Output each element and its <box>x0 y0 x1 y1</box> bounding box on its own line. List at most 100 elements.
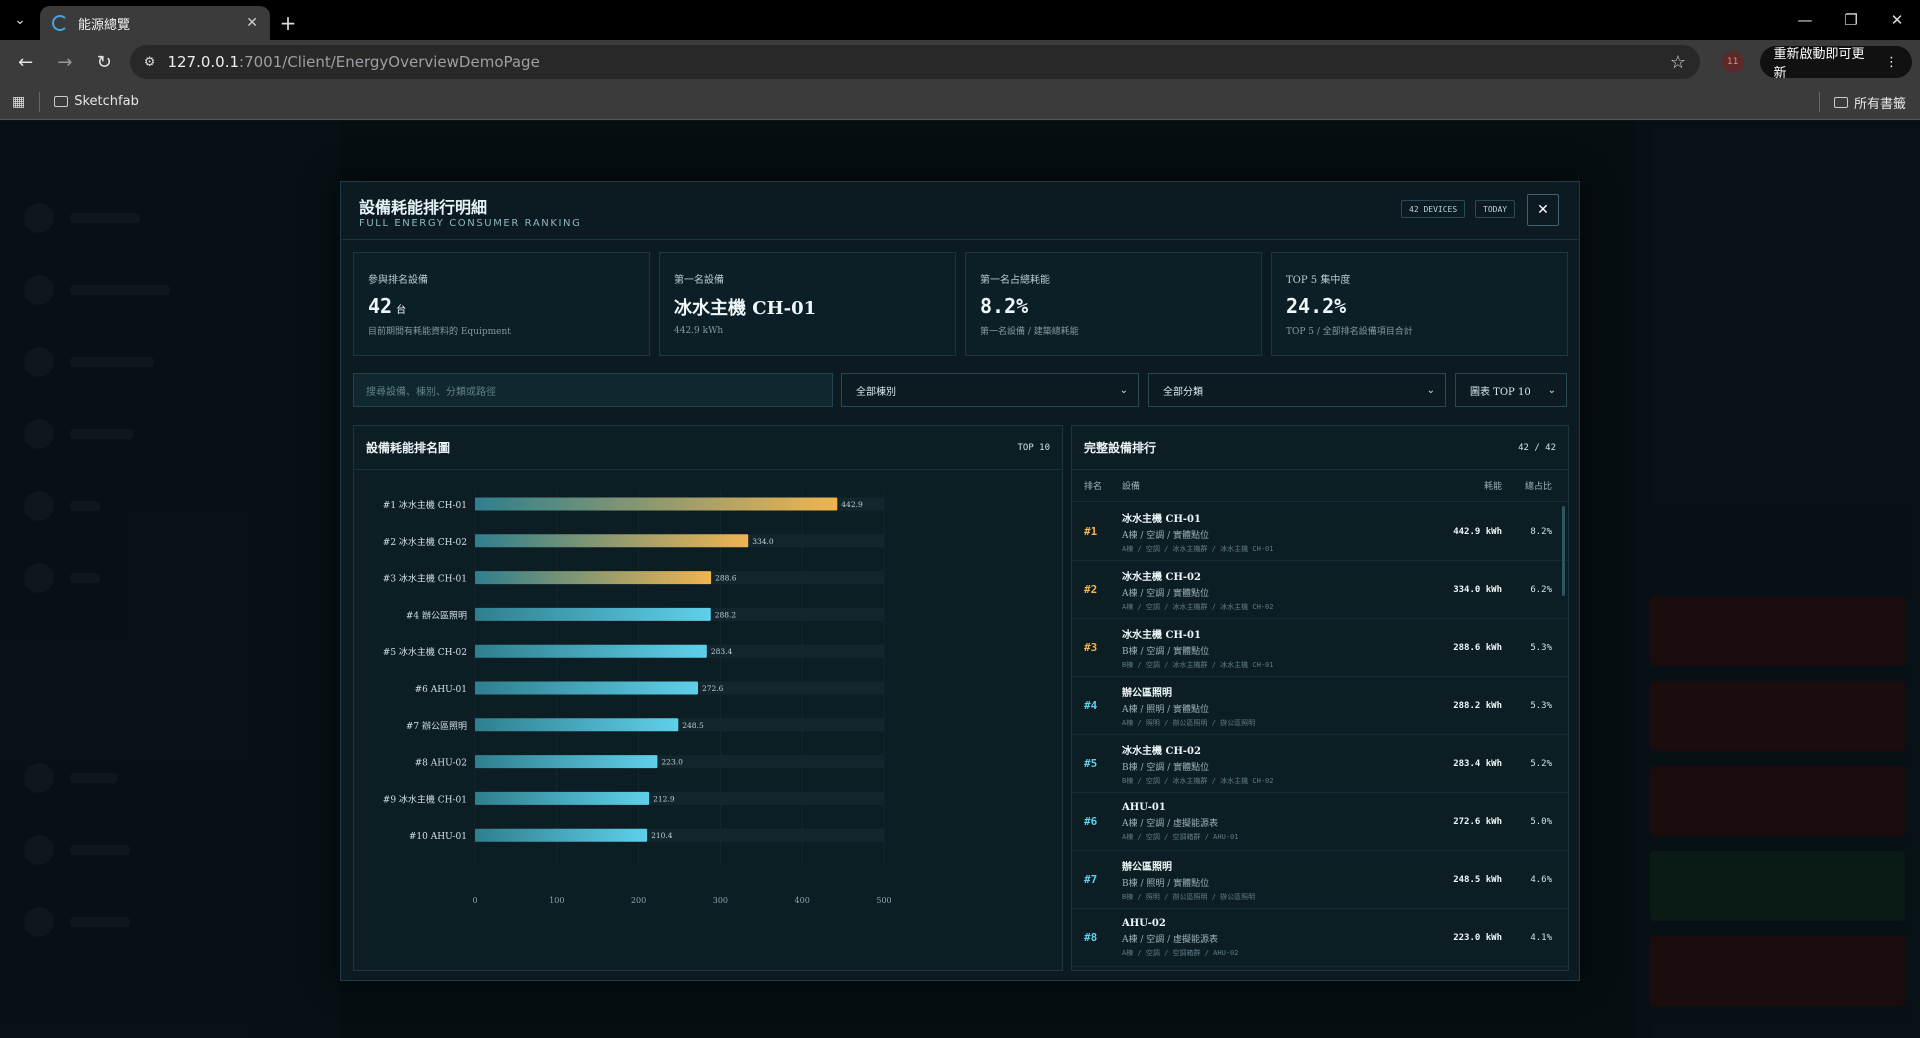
table-row[interactable]: #5 冰水主機 CH-02 B棟 / 空調 / 實體點位 B棟 / 空調 / 冰水主機… <box>1072 735 1568 793</box>
col-rank[interactable]: 排名 <box>1084 482 1103 492</box>
bar[interactable] <box>475 791 650 805</box>
category-select[interactable]: 全部分類 ⌄ <box>1148 373 1446 407</box>
chevron-down-icon: ⌄ <box>1426 384 1435 396</box>
stat-card-device-count: 參與排名設備 42 台 目前期間有耗能資料的 Equipment <box>353 252 650 356</box>
apps-grid-icon[interactable]: ▦ <box>12 93 26 110</box>
ranking-chart-panel: 設備耗能排名圖 TOP 10 0 100 200 300 400 500 #1 冰水主機 C… <box>353 425 1063 971</box>
reload-icon[interactable]: ↻ <box>96 51 112 73</box>
x-tick-label: 400 <box>795 896 810 905</box>
modal-close-button[interactable]: ✕ <box>1527 194 1559 226</box>
bar[interactable] <box>475 607 711 621</box>
bar[interactable] <box>475 497 838 511</box>
row-rank: #2 <box>1084 583 1098 596</box>
device-location: B棟 / 空調 / 實體點位 <box>1122 762 1210 773</box>
update-label: 重新啟動即可更新 <box>1773 47 1865 81</box>
site-info-icon[interactable]: ⚙ <box>143 54 156 70</box>
device-name: 冰水主機 CH-01 <box>1122 629 1201 641</box>
forward-arrow-icon[interactable]: → <box>57 51 73 73</box>
tab-list-chevron-icon[interactable]: ⌄ <box>14 12 26 28</box>
minimize-icon[interactable]: — <box>1797 11 1813 29</box>
row-share: 5.0% <box>1530 816 1552 827</box>
bar[interactable] <box>475 828 648 842</box>
dimmed-nav-item <box>24 273 304 307</box>
back-arrow-icon[interactable]: ← <box>18 51 34 73</box>
chart-top-select-value: 圖表 TOP 10 <box>1470 386 1531 398</box>
row-device: 冰水主機 CH-01 A棟 / 空調 / 實體點位 A棟 / 空調 / 冰水主機群 … <box>1122 510 1412 554</box>
row-share: 4.6% <box>1530 874 1552 885</box>
period-badge: TODAY <box>1475 200 1516 218</box>
table-panel-title: 完整設備排行 <box>1084 441 1157 455</box>
table-row[interactable]: #6 AHU-01 A棟 / 空調 / 虛擬能源表 A棟 / 空調 / 空調箱群 / … <box>1072 793 1568 851</box>
bar-category-label: #2 冰水主機 CH-02 <box>383 536 467 548</box>
bar[interactable] <box>475 534 749 548</box>
device-location: A棟 / 空調 / 虛擬能源表 <box>1122 934 1219 945</box>
row-energy: 223.0 kWh <box>1453 932 1502 943</box>
bookmark-label: Sketchfab <box>74 94 139 109</box>
table-row[interactable]: #3 冰水主機 CH-01 B棟 / 空調 / 實體點位 B棟 / 空調 / 冰水主機… <box>1072 619 1568 677</box>
x-tick-label: 500 <box>876 896 891 905</box>
row-share: 5.2% <box>1530 758 1552 769</box>
stat-note: 第一名設備 / 建築總耗能 <box>980 327 1079 337</box>
close-window-icon[interactable]: ✕ <box>1890 11 1904 29</box>
col-energy[interactable]: 耗能 <box>1483 482 1502 492</box>
row-rank: #4 <box>1084 699 1098 712</box>
modal-header: 設備耗能排行明細 FULL ENERGY CONSUMER RANKING 42… <box>341 182 1579 240</box>
dimmed-nav-item <box>24 417 304 451</box>
folder-icon <box>1833 96 1848 108</box>
row-energy: 288.2 kWh <box>1453 700 1502 711</box>
modal-subtitle: FULL ENERGY CONSUMER RANKING <box>359 218 582 229</box>
col-share[interactable]: 總占比 <box>1524 482 1552 492</box>
bookmark-sketchfab[interactable]: Sketchfab <box>54 94 139 109</box>
bar[interactable] <box>475 755 658 769</box>
stat-value: 8.2% <box>980 294 1029 318</box>
category-select-value: 全部分類 <box>1163 386 1203 398</box>
x-tick-label: 200 <box>631 896 646 905</box>
row-share: 5.3% <box>1530 642 1552 653</box>
new-tab-plus-icon[interactable]: + <box>279 11 297 35</box>
dimmed-alert-card <box>1650 596 1905 666</box>
row-share: 4.1% <box>1530 932 1552 943</box>
row-device: 辦公區照明 A棟 / 照明 / 實體點位 A棟 / 照明 / 辦公區照明 / 辦公區… <box>1122 684 1412 728</box>
bar[interactable] <box>475 644 707 658</box>
row-rank: #7 <box>1084 873 1098 886</box>
bar[interactable] <box>475 681 698 695</box>
bar[interactable] <box>475 571 712 585</box>
loading-favicon-icon <box>52 15 68 31</box>
row-energy: 288.6 kWh <box>1453 642 1502 653</box>
chart-panel-tag: TOP 10 <box>1017 442 1050 453</box>
devices-badge: 42 DEVICES <box>1401 200 1466 218</box>
url-text[interactable]: 127.0.0.1:7001/Client/EnergyOverviewDemo… <box>167 53 540 71</box>
restart-to-update-button[interactable]: 重新啟動即可更新 ⋮ <box>1759 46 1912 81</box>
browser-toolbar: ← → ↻ ⚙ 127.0.0.1:7001/Client/EnergyOver… <box>0 40 1920 84</box>
browser-tab[interactable]: 能源總覽 ✕ <box>40 6 270 40</box>
device-name: 辦公區照明 <box>1122 861 1172 873</box>
tab-close-icon[interactable]: ✕ <box>246 15 258 31</box>
x-tick-label: 0 <box>472 896 477 905</box>
dimmed-alert-card <box>1650 766 1905 836</box>
dimmed-nav-item <box>24 905 304 939</box>
chart-top-select[interactable]: 圖表 TOP 10 ⌄ <box>1455 373 1567 407</box>
dimmed-nav-item <box>24 489 304 523</box>
table-row[interactable]: #8 AHU-02 A棟 / 空調 / 虛擬能源表 A棟 / 空調 / 空調箱群 / … <box>1072 909 1568 967</box>
address-bar[interactable]: ⚙ 127.0.0.1:7001/Client/EnergyOverviewDe… <box>129 45 1700 79</box>
col-device[interactable]: 設備 <box>1122 482 1141 492</box>
restore-icon[interactable]: ❐ <box>1844 11 1858 29</box>
all-bookmarks-folder[interactable]: 所有書籤 <box>1833 93 1906 112</box>
building-select[interactable]: 全部棟別 ⌄ <box>841 373 1139 407</box>
table-scrollbar[interactable] <box>1562 506 1565 596</box>
chart-panel-header: 設備耗能排名圖 TOP 10 <box>354 426 1062 470</box>
table-row[interactable]: #7 辦公區照明 B棟 / 照明 / 實體點位 B棟 / 照明 / 辦公區照明 / 辦… <box>1072 851 1568 909</box>
table-row[interactable]: #1 冰水主機 CH-01 A棟 / 空調 / 實體點位 A棟 / 空調 / 冰水主機… <box>1072 503 1568 561</box>
table-row[interactable]: #2 冰水主機 CH-02 A棟 / 空調 / 實體點位 A棟 / 空調 / 冰水主機… <box>1072 561 1568 619</box>
device-search-input[interactable]: 搜尋設備、棟別、分類或路徑 <box>353 373 833 407</box>
bookmark-star-icon[interactable]: ☆ <box>1669 51 1686 73</box>
device-location: B棟 / 空調 / 實體點位 <box>1122 646 1210 657</box>
bar[interactable] <box>475 718 679 732</box>
x-tick-label: 300 <box>713 896 728 905</box>
stat-label: TOP 5 集中度 <box>1286 275 1351 286</box>
row-rank: #8 <box>1084 931 1098 944</box>
table-row[interactable]: #4 辦公區照明 A棟 / 照明 / 實體點位 A棟 / 照明 / 辦公區照明 / 辦… <box>1072 677 1568 735</box>
device-path: B棟 / 空調 / 冰水主機群 / 冰水主機 CH-02 <box>1122 776 1274 785</box>
profile-avatar[interactable]: 11 <box>1721 51 1744 73</box>
table-panel-header: 完整設備排行 42 / 42 <box>1072 426 1568 470</box>
